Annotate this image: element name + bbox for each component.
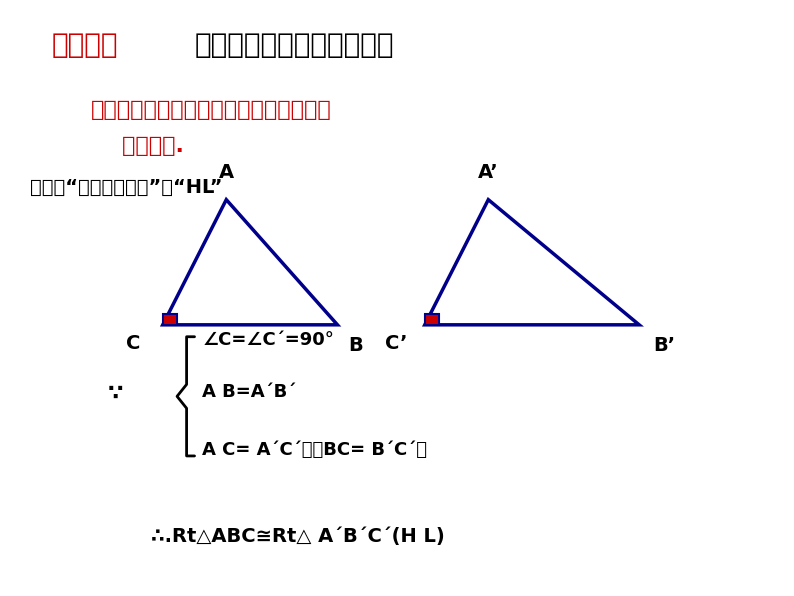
Text: 简写：“斜边、直角边”或“HL”: 简写：“斜边、直角边”或“HL” xyxy=(30,178,222,197)
Text: ∵: ∵ xyxy=(107,383,123,403)
Text: A C= A´C´（或BC= B´C´）: A C= A´C´（或BC= B´C´） xyxy=(202,441,427,459)
Text: 直角三角形全等的判定方法: 直角三角形全等的判定方法 xyxy=(195,31,394,58)
Text: C’: C’ xyxy=(385,334,407,353)
Text: 斜边和一条直角边对应相等的两个直角三: 斜边和一条直角边对应相等的两个直角三 xyxy=(91,100,332,120)
Text: A: A xyxy=(218,163,234,182)
Text: B’: B’ xyxy=(653,336,676,355)
Text: C: C xyxy=(126,334,141,353)
Text: ∠C=∠C´=90°: ∠C=∠C´=90° xyxy=(202,331,334,349)
Text: 获得新知: 获得新知 xyxy=(52,31,118,58)
Text: A B=A´B´: A B=A´B´ xyxy=(202,383,297,401)
Text: ∴.Rt△ABC≅Rt△ A´B´C´(H L): ∴.Rt△ABC≅Rt△ A´B´C´(H L) xyxy=(151,527,445,546)
Text: B: B xyxy=(348,336,363,355)
Bar xyxy=(163,314,177,325)
Text: A’: A’ xyxy=(478,163,499,182)
Bar xyxy=(425,314,439,325)
Text: 角形全等.: 角形全等. xyxy=(91,136,184,156)
